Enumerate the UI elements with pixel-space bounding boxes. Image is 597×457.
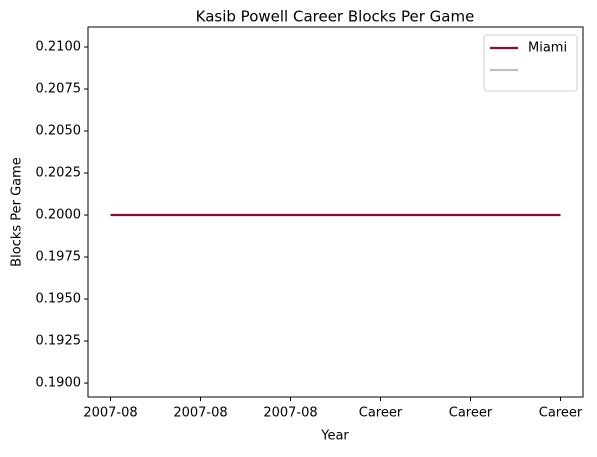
- y-tick-label: 0.2025: [36, 166, 82, 181]
- x-tick-label: Career: [539, 406, 583, 421]
- plot-frame: [87, 26, 584, 398]
- y-tick-label: 0.2075: [36, 82, 82, 97]
- y-tick-label: 0.2050: [36, 124, 82, 139]
- y-tick-label: 0.2100: [36, 39, 82, 54]
- x-tick-label: 2007-08: [263, 406, 317, 421]
- x-tick-label: Career: [359, 406, 403, 421]
- y-tick-label: 0.1950: [36, 292, 82, 307]
- y-tick-label: 0.1900: [36, 376, 82, 391]
- y-tick-label: 0.1975: [36, 250, 82, 265]
- y-tick-label: 0.1925: [36, 334, 82, 349]
- y-tick-label: 0.2000: [36, 208, 82, 223]
- x-tick-label: 2007-08: [83, 406, 137, 421]
- chart-title: Kasib Powell Career Blocks Per Game: [196, 8, 475, 26]
- x-tick-label: Career: [449, 406, 493, 421]
- x-tick-label: 2007-08: [173, 406, 227, 421]
- legend-label: Miami: [528, 41, 567, 56]
- x-axis-label: Year: [320, 429, 349, 444]
- y-axis-label: Blocks Per Game: [10, 157, 25, 267]
